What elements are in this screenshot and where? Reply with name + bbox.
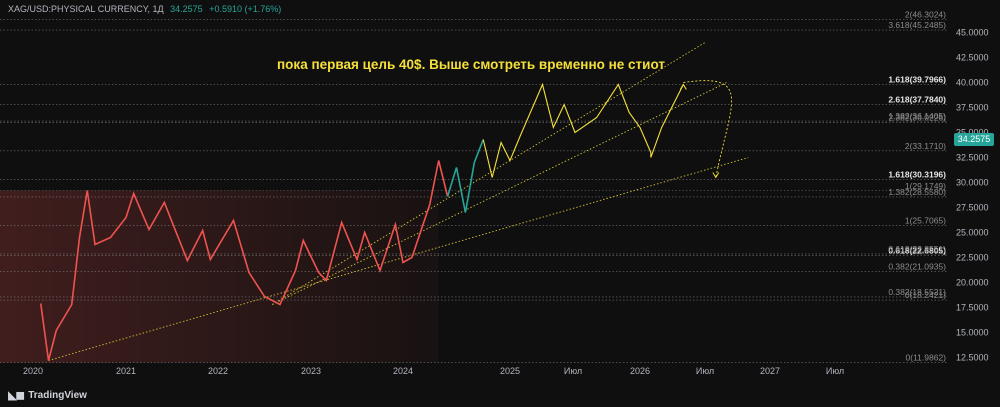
price-tick-label: 40.0000 [956, 78, 989, 88]
price-tick-label: 15.0000 [956, 328, 989, 338]
current-price-badge: 34.2575 [954, 133, 994, 146]
projection-line [482, 82, 684, 178]
fib-level-label: 2.618(37.7840) [888, 95, 946, 105]
last-price: 34.2575 [170, 4, 203, 14]
fib-level-label: 1.618(30.3196) [888, 169, 946, 179]
price-tick-label: 42.5000 [956, 53, 989, 63]
time-axis[interactable]: 2020 2021 2022 2023 2024 2025 Июл 2026 Июл 2027 Ию… [23, 366, 844, 376]
trendline [48, 157, 749, 361]
projection-arrowhead [679, 83, 687, 90]
fib-level-label: 0(18.2421) [905, 290, 946, 300]
price-tick-label: 35.0000 [956, 128, 989, 138]
fib-level-label: 2.382(36.0226) [888, 112, 946, 122]
fib-level-label: 2(46.3024) [905, 9, 946, 19]
time-tick-label: Июл [564, 366, 582, 376]
fib-level-label: 2(33.1710) [905, 141, 946, 151]
history-line [39, 160, 449, 361]
price-tick-label: 17.5000 [956, 303, 989, 313]
history-line-recent [446, 139, 484, 213]
time-tick-label: 2025 [500, 366, 520, 376]
time-tick-label: 2023 [301, 366, 321, 376]
time-tick-label: Июл [826, 366, 844, 376]
tradingview-logo-icon: ◣◼ [8, 388, 25, 402]
price-tick-label: 25.0000 [956, 228, 989, 238]
fib-level-label: 3.618(45.2485) [888, 20, 946, 30]
price-tick-label: 20.0000 [956, 278, 989, 288]
price-tick-label: 22.5000 [956, 253, 989, 263]
time-tick-label: 2022 [208, 366, 228, 376]
fib-level-label: 0.382(18.5521) [888, 287, 946, 297]
symbol-name[interactable]: XAG/USD:PHYSICAL CURRENCY, 1Д [8, 4, 164, 14]
price-tick-label: 37.5000 [956, 103, 989, 113]
price-tick-label: 32.5000 [956, 153, 989, 163]
projection-arrow [683, 80, 732, 179]
time-tick-label: Июл [696, 366, 714, 376]
price-change: +0.5910 (+1.76%) [209, 4, 282, 14]
target-arrowhead [712, 172, 720, 179]
fibonacci-levels: 0(11.9862) 0.382(18.5521)0(18.2421) 0.382(… [0, 9, 948, 363]
fib-level-label: 0.382(21.0935) [888, 262, 946, 272]
history-zone [0, 190, 439, 363]
price-tick-label: 45.0000 [956, 28, 989, 38]
tradingview-logo-text: TradingView [28, 389, 87, 401]
price-axis[interactable]: 12.5000 15.0000 17.5000 20.0000 22.5000 25.00… [956, 28, 989, 363]
fib-level-label: 1.618(39.7966) [888, 75, 946, 85]
tradingview-logo[interactable]: ◣◼ TradingView [8, 388, 87, 402]
chart-title: пока первая цель 40$. Выше смотреть врем… [277, 57, 665, 72]
fib-level-label: 1(29.1749) [905, 181, 946, 191]
fib-level-label: 0.618(22.6805) [888, 246, 946, 256]
trendline [272, 82, 727, 305]
fib-level-label: 1.382(28.5580) [888, 187, 946, 197]
target-arrow [683, 80, 732, 178]
fib-level-label: 0.618(22.8551) [888, 244, 946, 254]
time-tick-label: 2024 [393, 366, 413, 376]
time-tick-label: 2021 [116, 366, 136, 376]
price-tick-label: 30.0000 [956, 178, 989, 188]
trendline [272, 42, 706, 305]
price-tick-label: 12.5000 [956, 353, 989, 363]
fib-level-label: 1(25.7065) [905, 215, 946, 225]
time-tick-label: 2026 [630, 366, 650, 376]
trendlines [48, 42, 749, 361]
time-tick-label: 2027 [760, 366, 780, 376]
fib-level-label: 0(11.9862) [906, 353, 947, 363]
time-tick-label: 2020 [23, 366, 43, 376]
price-tick-label: 27.5000 [956, 203, 989, 213]
symbol-info: XAG/USD:PHYSICAL CURRENCY, 1Д 34.2575 +0… [8, 4, 281, 14]
fib-level-label: 1.382(36.1405) [888, 111, 946, 121]
price-series [39, 82, 687, 361]
